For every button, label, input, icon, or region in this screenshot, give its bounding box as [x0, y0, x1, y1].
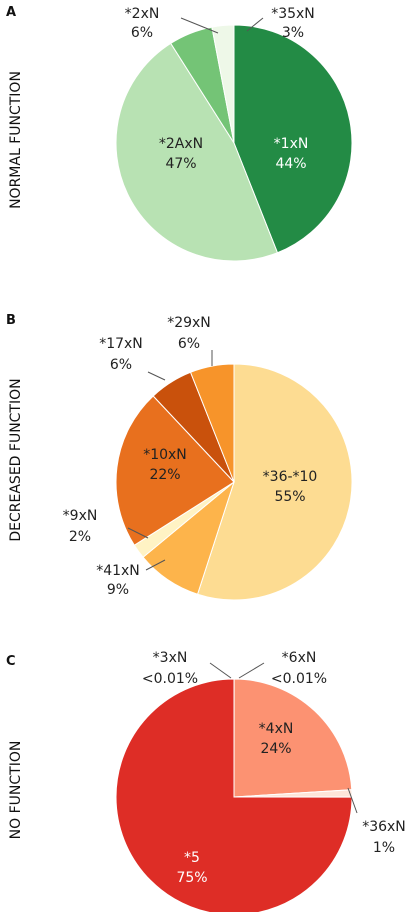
- slice-label-6xn: *6xN <0.01%: [271, 650, 327, 687]
- slice-label-17xn: *17xN 6%: [99, 336, 143, 373]
- slice-label-9xn: *9xN 2%: [63, 508, 98, 545]
- svg-text:24%: 24%: [260, 741, 291, 757]
- slice-label-3xn: *3xN <0.01%: [142, 650, 198, 687]
- svg-text:9%: 9%: [107, 582, 129, 598]
- svg-text:*17xN: *17xN: [99, 336, 143, 352]
- svg-text:3%: 3%: [282, 25, 304, 41]
- panel-letter-a: A: [6, 5, 16, 20]
- svg-text:<0.01%: <0.01%: [271, 671, 327, 687]
- slice-label-5: *5 75%: [176, 850, 207, 886]
- side-label-decreased-function: DECREASED FUNCTION: [8, 378, 24, 541]
- leader-lines: [180, 17, 264, 34]
- svg-text:*36-*10: *36-*10: [263, 469, 318, 485]
- svg-text:*9xN: *9xN: [63, 508, 98, 524]
- svg-text:*4xN: *4xN: [259, 721, 294, 737]
- svg-text:*2AxN: *2AxN: [159, 136, 203, 152]
- slice-label-2axn: *2AxN 47%: [159, 136, 203, 172]
- pie-slice-10xn: [115, 395, 235, 546]
- svg-text:*36xN: *36xN: [362, 819, 406, 835]
- svg-text:6%: 6%: [131, 25, 153, 41]
- svg-text:<0.01%: <0.01%: [142, 671, 198, 687]
- pie-slice-1xn: [233, 24, 353, 254]
- slice-label-35xn: *35xN 3%: [271, 6, 315, 41]
- svg-text:6%: 6%: [110, 357, 132, 373]
- panel-letter-b: B: [6, 313, 16, 328]
- slice-label-36-10: *36-*10 55%: [263, 469, 318, 505]
- slice-label-4xn: *4xN 24%: [259, 721, 294, 757]
- pie-slice-29xn: [189, 363, 235, 483]
- slices: [115, 24, 353, 262]
- svg-text:6%: 6%: [178, 336, 200, 352]
- pie-slice-36-10: [196, 363, 353, 601]
- panel-letter-c: C: [6, 654, 16, 669]
- pie-slice-4xn: [233, 678, 353, 798]
- svg-text:44%: 44%: [275, 156, 306, 172]
- slice-label-10xn: *10xN 22%: [143, 447, 187, 483]
- slice-label-41xn: *41xN 9%: [96, 563, 140, 598]
- svg-text:*5: *5: [184, 850, 200, 866]
- side-label-no-function: NO FUNCTION: [8, 741, 24, 840]
- svg-text:*2xN: *2xN: [125, 6, 160, 22]
- pie-slice-35xn: [211, 24, 235, 144]
- leader-lines: [127, 350, 213, 571]
- svg-text:75%: 75%: [176, 870, 207, 886]
- svg-text:1%: 1%: [373, 840, 395, 856]
- slice-label-2xn: *2xN 6%: [125, 6, 160, 41]
- svg-text:*29xN: *29xN: [167, 315, 211, 331]
- slice-label-1xn: *1xN 44%: [274, 136, 309, 172]
- slices: [115, 363, 353, 601]
- pie-chart-decreased-function: B DECREASED FUNCTION *36-*10 55% *41xN 9…: [6, 313, 353, 601]
- svg-text:*10xN: *10xN: [143, 447, 187, 463]
- svg-text:*6xN: *6xN: [282, 650, 317, 666]
- leader-lines: [209, 662, 358, 814]
- pie-slice-5: [115, 678, 353, 912]
- pie-chart-normal-function: A NORMAL FUNCTION *1xN 44% *2AxN 47% *2x…: [6, 5, 353, 262]
- slice-label-29xn: *29xN 6%: [167, 315, 211, 352]
- svg-text:47%: 47%: [165, 156, 196, 172]
- svg-text:55%: 55%: [274, 489, 305, 505]
- slices: [115, 678, 353, 912]
- svg-text:2%: 2%: [69, 529, 91, 545]
- side-label-normal-function: NORMAL FUNCTION: [8, 71, 24, 209]
- svg-text:*41xN: *41xN: [96, 563, 140, 579]
- slice-label-36xn: *36xN 1%: [362, 819, 406, 856]
- svg-text:*35xN: *35xN: [271, 6, 315, 22]
- svg-text:*1xN: *1xN: [274, 136, 309, 152]
- pie-chart-no-function: C NO FUNCTION *3xN <0.01% *6xN <0.01% *4…: [6, 650, 406, 912]
- pie-slice-2axn: [115, 42, 279, 262]
- svg-text:22%: 22%: [149, 467, 180, 483]
- svg-text:*3xN: *3xN: [153, 650, 188, 666]
